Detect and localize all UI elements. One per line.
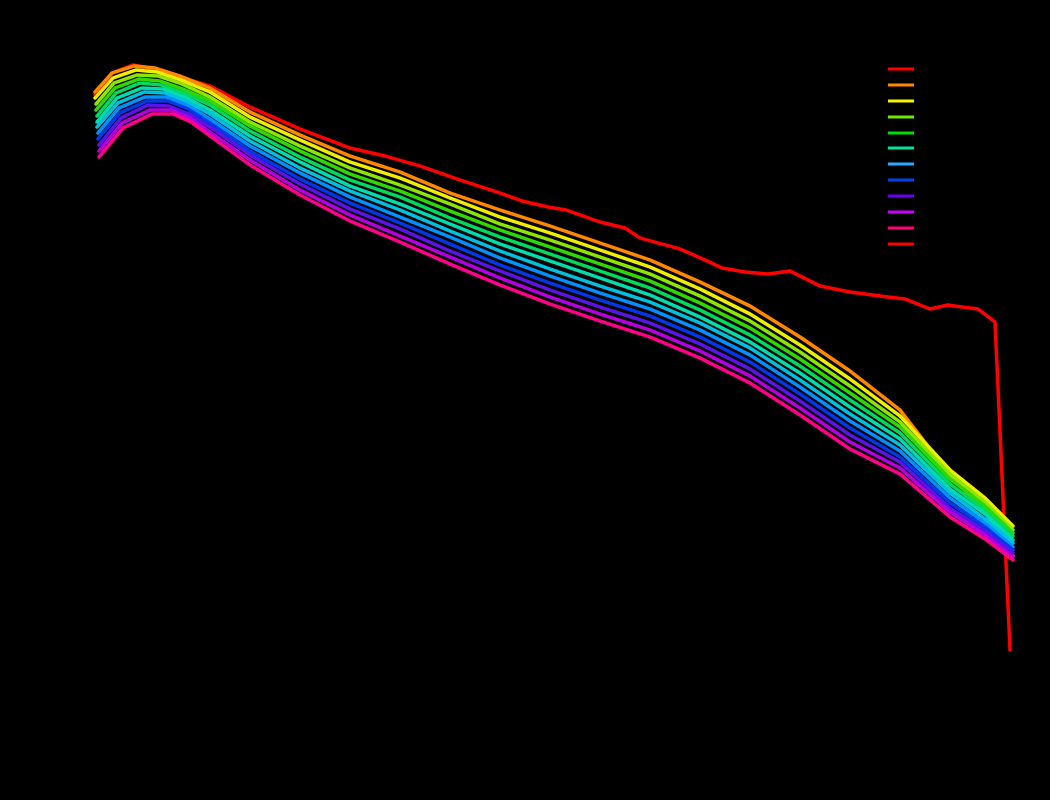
- series-line-reference-red: [93, 63, 1012, 652]
- series-line-band-03-chartreuse: [94, 73, 1015, 532]
- series-line-band-02-yellow: [93, 68, 1015, 528]
- legend: [888, 67, 914, 246]
- series-line-band-08-skyblue: [96, 95, 1015, 549]
- series-line-band-04-green: [94, 77, 1015, 535]
- series-line-band-01-orange: [93, 64, 1015, 558]
- series-line-band-09-blue: [96, 99, 1015, 552]
- series-line-band-06-teal: [95, 86, 1015, 542]
- series-line-band-05-springgreen: [95, 81, 1015, 538]
- series-line-band-07-cyan: [95, 90, 1015, 545]
- series-line-band-10-indigo: [97, 103, 1015, 555]
- series-line-band-11-purple: [97, 108, 1015, 559]
- series-line-band-12-hotpink: [97, 112, 1015, 562]
